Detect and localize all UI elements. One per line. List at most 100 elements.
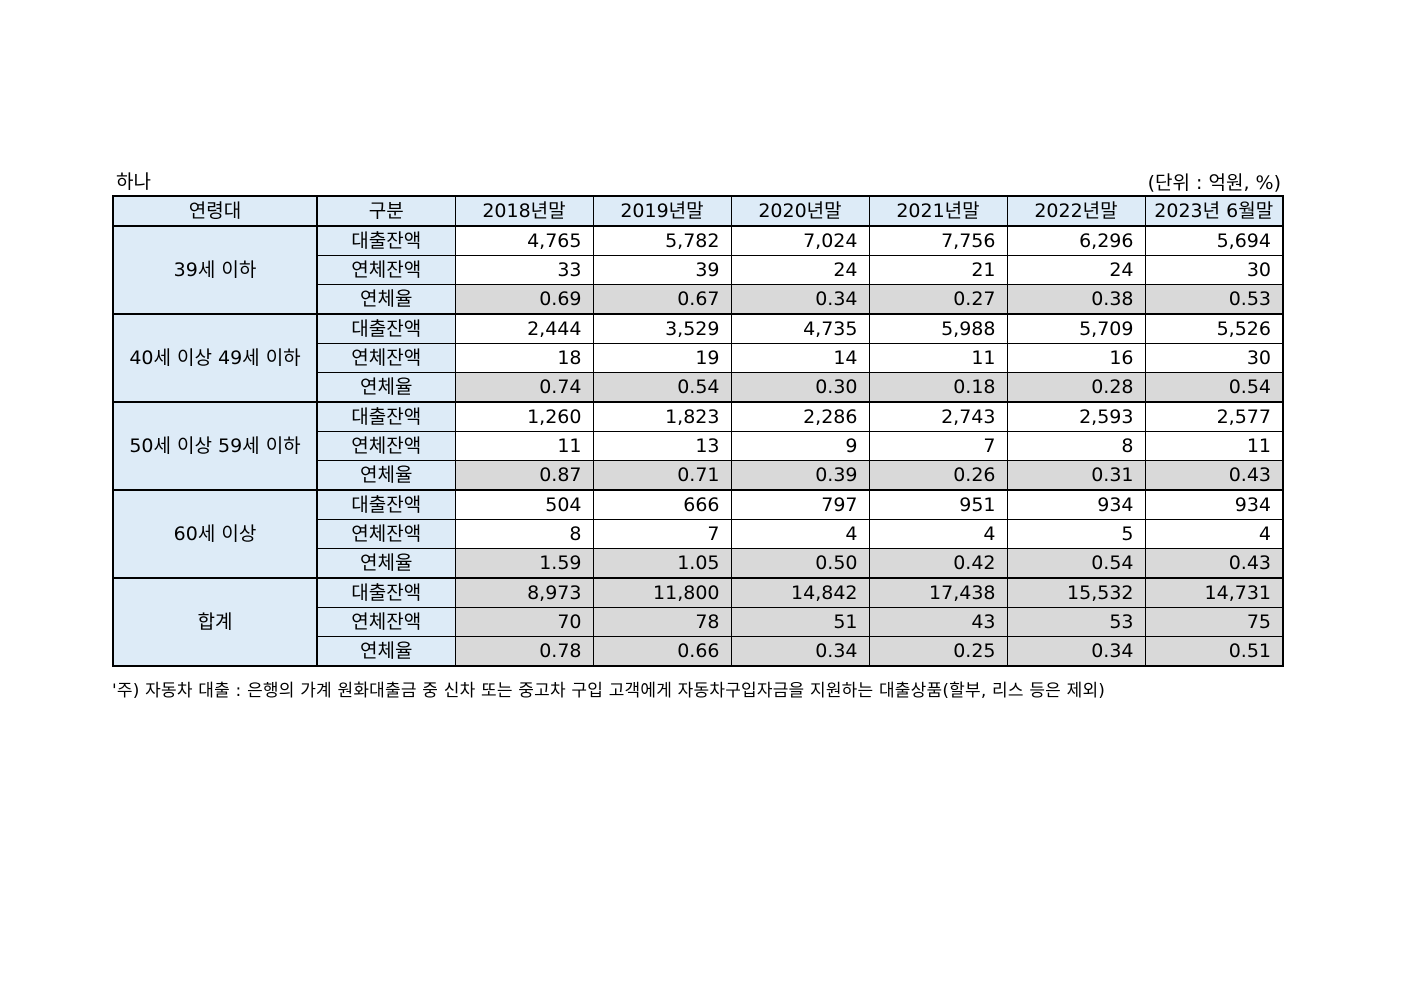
table-cell: 0.54	[1006, 548, 1146, 579]
category-label: 대출잔액	[316, 401, 456, 432]
age-group: 합계 대출잔액 8,973 11,800 14,842 17,438 15,532 14,73…	[112, 577, 1284, 667]
table-cell: 70	[454, 607, 594, 637]
category-label: 연체율	[316, 636, 456, 667]
table-cell: 0.34	[730, 636, 870, 667]
col-header: 2022년말	[1006, 195, 1146, 227]
table-cell: 4	[868, 519, 1008, 549]
col-header: 구분	[316, 195, 456, 227]
col-header: 연령대	[112, 195, 318, 227]
table-cell: 75	[1144, 607, 1284, 637]
table-cell: 8,973	[454, 577, 594, 608]
bank-name: 하나	[116, 171, 151, 193]
table-cell: 504	[454, 489, 594, 520]
table-cell: 934	[1144, 489, 1284, 520]
table-cell: 0.74	[454, 372, 594, 403]
age-group: 60세 이상 대출잔액 504 666 797 951 934 934 연체잔액 8 7 4 4 5 4 연체…	[112, 489, 1284, 579]
table-cell: 14,842	[730, 577, 870, 608]
table-cell: 2,577	[1144, 401, 1284, 432]
table-cell: 21	[868, 255, 1008, 285]
col-header: 2018년말	[454, 195, 594, 227]
table-cell: 0.69	[454, 284, 594, 315]
table-cell: 7	[592, 519, 732, 549]
table-cell: 0.54	[1144, 372, 1284, 403]
table-caption: 하나 (단위 : 억원, %)	[112, 166, 1284, 195]
age-group-label: 50세 이상 59세 이하	[112, 401, 318, 491]
table-cell: 0.26	[868, 460, 1008, 491]
table-cell: 797	[730, 489, 870, 520]
category-label: 대출잔액	[316, 225, 456, 256]
age-group-label: 39세 이하	[112, 225, 318, 315]
category-label: 연체율	[316, 548, 456, 579]
table-cell: 1.05	[592, 548, 732, 579]
table-cell: 19	[592, 343, 732, 373]
table-cell: 14,731	[1144, 577, 1284, 608]
col-header: 2020년말	[730, 195, 870, 227]
table-row: 39세 이하 대출잔액 4,765 5,782 7,024 7,756 6,296 5,694	[112, 225, 1284, 315]
category-label: 연체율	[316, 460, 456, 491]
table-row: 연체율 1.59 1.05 0.50 0.42 0.54 0.43	[113, 548, 1284, 579]
table-cell: 0.43	[1144, 460, 1284, 491]
table-row: 연체율 0.87 0.71 0.39 0.26 0.31 0.43	[113, 460, 1284, 491]
table-row: 연체잔액 8 7 4 4 5 4	[113, 519, 1284, 549]
table-cell: 0.38	[1006, 284, 1146, 315]
table-cell: 7,756	[868, 225, 1008, 256]
table-cell: 17,438	[868, 577, 1008, 608]
table-cell: 0.42	[868, 548, 1008, 579]
table-row: 합계 대출잔액 8,973 11,800 14,842 17,438 15,532 14,73…	[112, 577, 1284, 667]
table-cell: 4	[1144, 519, 1284, 549]
table-cell: 4,765	[454, 225, 594, 256]
category-label: 연체잔액	[316, 431, 456, 461]
table-cell: 0.18	[868, 372, 1008, 403]
category-label: 연체잔액	[316, 607, 456, 637]
table-cell: 0.39	[730, 460, 870, 491]
table-cell: 0.25	[868, 636, 1008, 667]
table-cell: 5	[1006, 519, 1146, 549]
table-row: 60세 이상 대출잔액 504 666 797 951 934 934	[112, 489, 1284, 579]
table-row: 연체잔액 33 39 24 21 24 30	[113, 255, 1284, 285]
category-label: 연체잔액	[316, 255, 456, 285]
table-cell: 2,286	[730, 401, 870, 432]
age-group-label: 40세 이상 49세 이하	[112, 313, 318, 403]
table-cell: 0.67	[592, 284, 732, 315]
table-cell: 51	[730, 607, 870, 637]
table-cell: 7,024	[730, 225, 870, 256]
table-cell: 0.71	[592, 460, 732, 491]
category-label: 연체잔액	[316, 343, 456, 373]
age-group: 39세 이하 대출잔액 4,765 5,782 7,024 7,756 6,296 5,694…	[112, 225, 1284, 315]
table-cell: 2,444	[454, 313, 594, 344]
age-group: 50세 이상 59세 이하 대출잔액 1,260 1,823 2,286 2,743 2,5…	[112, 401, 1284, 491]
table-cell: 5,526	[1144, 313, 1284, 344]
table-cell: 5,782	[592, 225, 732, 256]
table-cell: 0.31	[1006, 460, 1146, 491]
table-cell: 43	[868, 607, 1008, 637]
table-cell: 0.50	[730, 548, 870, 579]
table-row: 연체율 0.74 0.54 0.30 0.18 0.28 0.54	[113, 372, 1284, 403]
table-cell: 8	[1006, 431, 1146, 461]
age-group: 40세 이상 49세 이하 대출잔액 2,444 3,529 4,735 5,988 5,7…	[112, 313, 1284, 403]
table-cell: 0.34	[730, 284, 870, 315]
table-cell: 24	[1006, 255, 1146, 285]
category-label: 대출잔액	[316, 489, 456, 520]
table-cell: 5,694	[1144, 225, 1284, 256]
table-cell: 11	[1144, 431, 1284, 461]
footnote: '주) 자동차 대출 : 은행의 가계 원화대출금 중 신차 또는 중고차 구입…	[112, 681, 1106, 701]
table-cell: 30	[1144, 255, 1284, 285]
table-row: 40세 이상 49세 이하 대출잔액 2,444 3,529 4,735 5,988 5,7…	[112, 313, 1284, 403]
age-group-label: 60세 이상	[112, 489, 318, 579]
table-row: 연체잔액 70 78 51 43 53 75	[113, 607, 1284, 637]
age-group-label: 합계	[112, 577, 318, 667]
table-cell: 15,532	[1006, 577, 1146, 608]
table-cell: 0.28	[1006, 372, 1146, 403]
table-cell: 2,743	[868, 401, 1008, 432]
document-body: 하나 (단위 : 억원, %) 연령대 구분 2018년말 2019년말 202…	[112, 166, 1284, 701]
table-cell: 11	[454, 431, 594, 461]
category-label: 대출잔액	[316, 313, 456, 344]
table-cell: 0.54	[592, 372, 732, 403]
category-label: 연체율	[316, 372, 456, 403]
table-cell: 30	[1144, 343, 1284, 373]
category-label: 연체율	[316, 284, 456, 315]
table-cell: 1,260	[454, 401, 594, 432]
table-cell: 1.59	[454, 548, 594, 579]
table-cell: 2,593	[1006, 401, 1146, 432]
table-cell: 1,823	[592, 401, 732, 432]
